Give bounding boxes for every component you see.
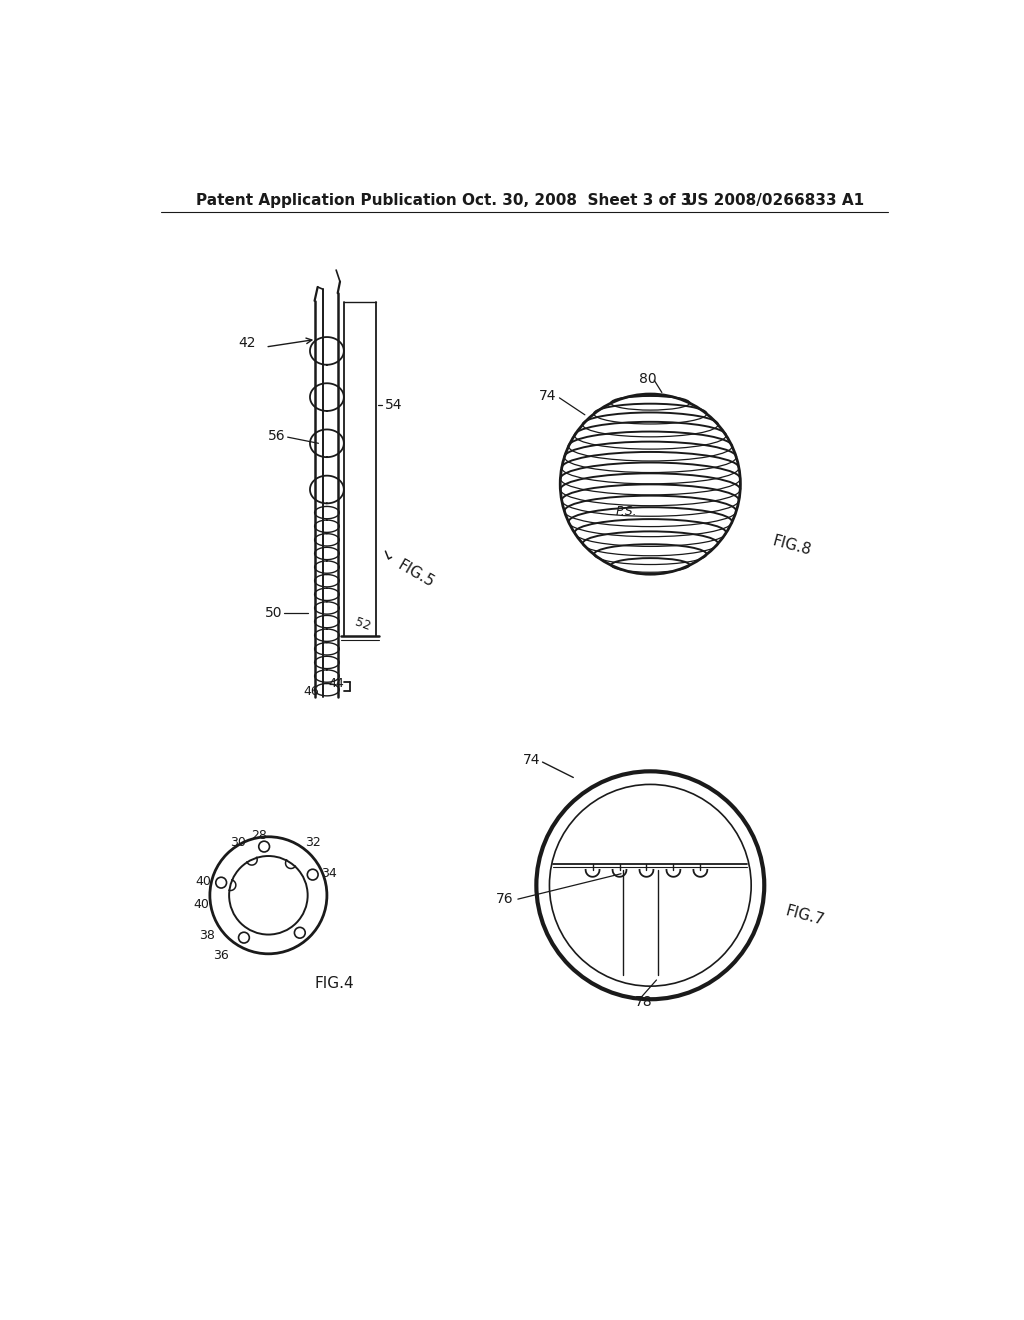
Text: 76: 76 [497,892,514,906]
Text: Oct. 30, 2008  Sheet 3 of 3: Oct. 30, 2008 Sheet 3 of 3 [462,193,691,209]
Text: 50: 50 [264,606,282,619]
Text: 38: 38 [199,929,215,942]
Text: US 2008/0266833 A1: US 2008/0266833 A1 [685,193,864,209]
Text: 52: 52 [353,615,373,634]
Text: 54: 54 [385,397,402,412]
Text: Patent Application Publication: Patent Application Publication [196,193,457,209]
Text: 30: 30 [230,837,246,850]
Text: FIG.4: FIG.4 [314,977,354,991]
Text: FIG.8: FIG.8 [771,533,813,558]
Text: 78: 78 [635,994,652,1008]
Text: 80: 80 [639,372,656,385]
Text: 46: 46 [304,685,319,698]
Text: FIG.5: FIG.5 [395,558,437,590]
Text: 32: 32 [305,837,322,850]
Text: 36: 36 [213,949,228,962]
Text: 42: 42 [239,337,256,350]
Text: 34: 34 [321,867,337,880]
Text: FIG.7: FIG.7 [783,904,825,928]
Text: 44: 44 [329,677,344,690]
Text: 40: 40 [196,875,211,888]
Text: 40: 40 [193,898,209,911]
Text: 56: 56 [268,429,286,442]
Text: 74: 74 [523,752,541,767]
Text: 28: 28 [252,829,267,842]
Text: 74: 74 [539,388,556,403]
Text: P.S.: P.S. [615,504,637,517]
